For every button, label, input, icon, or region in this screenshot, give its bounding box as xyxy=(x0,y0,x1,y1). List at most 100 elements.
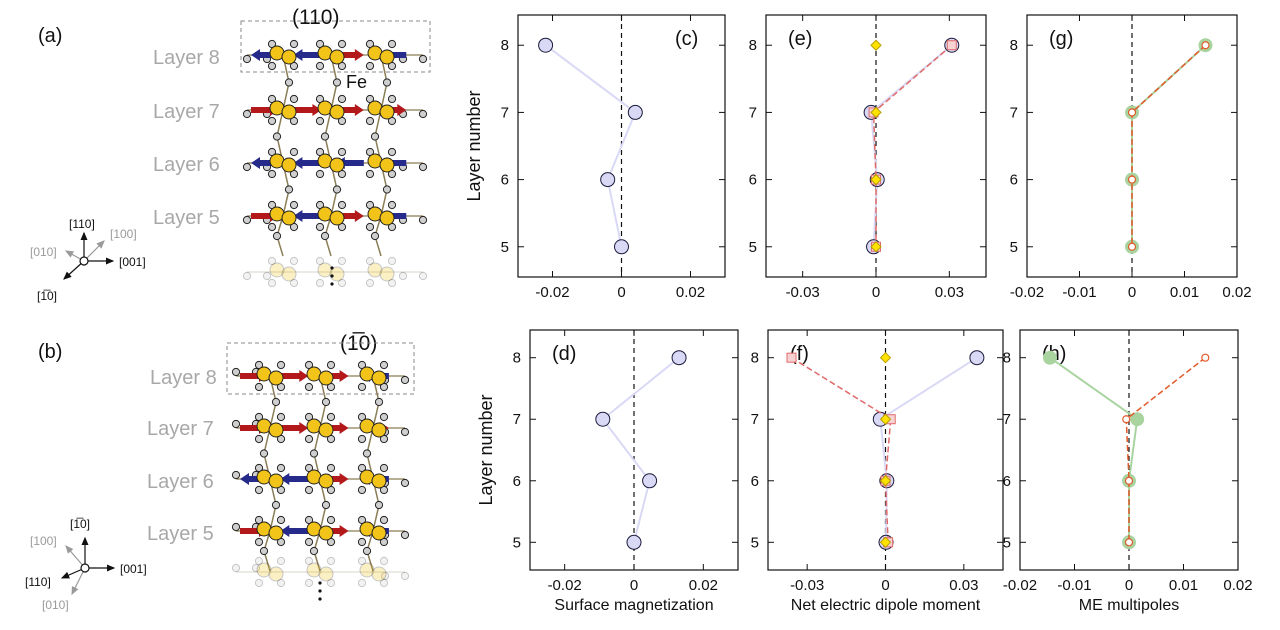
o-atom xyxy=(231,470,241,480)
chart-g: -0.02 -0.01 0 0.01 0.02 5 6 7 8 (g) xyxy=(1010,14,1252,301)
data-point xyxy=(870,106,882,119)
o-atom xyxy=(365,61,375,71)
spin-arrow-head xyxy=(397,104,407,116)
o-atom xyxy=(332,78,342,87)
x-tick-label: 0.03 xyxy=(949,577,978,594)
panel-label-d: (d) xyxy=(552,343,576,365)
data-point xyxy=(946,40,957,51)
x-tick-label: 0 xyxy=(630,577,638,594)
o-atom xyxy=(337,256,347,266)
o-atom xyxy=(374,397,384,407)
fe-atom xyxy=(268,473,284,489)
o-atom xyxy=(276,360,286,370)
spin-arrow-head xyxy=(299,422,309,434)
dir-100-b: [100] xyxy=(30,534,57,548)
spin-arrow-head xyxy=(339,525,349,537)
fe-label: Fe xyxy=(346,72,367,92)
o-atom xyxy=(254,434,264,444)
fe-atom xyxy=(281,266,297,282)
o-atom xyxy=(357,434,367,444)
data-point xyxy=(870,39,882,51)
o-atom xyxy=(242,54,252,64)
continuation-dot xyxy=(330,282,334,286)
series-line xyxy=(879,356,978,543)
o-atom xyxy=(374,500,384,510)
data-point xyxy=(1127,175,1137,184)
o-atom xyxy=(267,116,277,126)
y-tick-label: 7 xyxy=(1010,104,1018,121)
o-atom xyxy=(289,39,299,49)
y-tick-label: 7 xyxy=(513,411,521,428)
continuation-dot xyxy=(318,589,322,593)
dir-110-a: [110] xyxy=(69,217,95,231)
dir-010-a: [010] xyxy=(30,245,57,259)
x-tick-label: 0.02 xyxy=(1223,577,1252,594)
o-atom xyxy=(304,556,314,566)
fe-atom xyxy=(269,262,285,278)
x-tick-label: 0 xyxy=(872,284,880,301)
data-point xyxy=(786,352,797,363)
series-diamond xyxy=(870,39,882,253)
o-atom xyxy=(337,200,347,210)
x-tick-label: 0.02 xyxy=(689,577,718,594)
o-atom xyxy=(289,147,299,157)
series-multipole xyxy=(1125,38,1213,254)
o-atom xyxy=(254,382,264,392)
fe-atom xyxy=(268,370,284,386)
o-atom xyxy=(326,515,336,525)
axis-arrow-upleft-grey-b xyxy=(65,545,86,569)
continuation-dot xyxy=(318,581,322,585)
fe-atom xyxy=(371,370,387,386)
o-atom xyxy=(276,578,286,588)
o-atom xyxy=(321,397,331,407)
axis-arrow-upright-grey-a xyxy=(83,240,105,262)
spin-arrow-head xyxy=(240,473,249,485)
y-axis-label: Layer number xyxy=(464,90,484,201)
series-surface-magnetization xyxy=(538,37,643,255)
fe-atom xyxy=(329,210,345,226)
spin-arrow-head xyxy=(354,210,364,222)
o-atom xyxy=(254,578,264,588)
o-atom xyxy=(362,546,372,556)
fe-atom xyxy=(371,473,387,489)
o-atom xyxy=(380,571,390,581)
y-tick-label: 8 xyxy=(1003,350,1011,367)
o-atom xyxy=(251,563,261,573)
axes-compass-b: [1̅0] [001] [110] [100] [010] xyxy=(25,517,147,612)
o-atom xyxy=(304,382,314,392)
y-tick-label: 5 xyxy=(751,534,759,551)
fe-atom xyxy=(281,49,297,65)
o-atom xyxy=(326,556,336,566)
data-point xyxy=(642,473,658,489)
layer-5-label-a: Layer 5 xyxy=(153,207,220,229)
o-atom xyxy=(267,169,277,179)
x-tick-label: -0.01 xyxy=(1062,284,1096,301)
o-atom xyxy=(231,522,241,532)
o-atom xyxy=(231,419,241,429)
fe-atom xyxy=(329,157,345,173)
spin-arrow-head xyxy=(280,525,290,537)
layer-8-label-a: Layer 8 xyxy=(153,47,220,69)
charts: -0.02 0 0.02 5 6 7 8 (c) Layer number -0.03 0 0.03 5… xyxy=(464,14,1253,614)
o-atom xyxy=(284,185,294,194)
dir-001-a: [001] xyxy=(119,255,146,269)
y-tick-label: 7 xyxy=(749,104,757,121)
o-atom xyxy=(259,449,269,458)
o-atom xyxy=(289,278,299,288)
fe-atom xyxy=(317,262,333,278)
lattice-b xyxy=(231,360,410,601)
o-atom xyxy=(365,169,375,179)
o-atom xyxy=(337,147,347,157)
o-atom xyxy=(267,256,277,266)
o-atom xyxy=(326,578,336,588)
o-atom xyxy=(365,278,375,288)
spin-arrow-head xyxy=(339,422,349,434)
axis-origin-b xyxy=(80,563,90,573)
o-atom xyxy=(272,231,282,241)
continuation-dot xyxy=(330,266,334,270)
data-point xyxy=(879,413,892,425)
o-atom xyxy=(326,360,336,370)
panel-label-g: (g) xyxy=(1049,28,1073,50)
fe-atom xyxy=(281,104,297,120)
